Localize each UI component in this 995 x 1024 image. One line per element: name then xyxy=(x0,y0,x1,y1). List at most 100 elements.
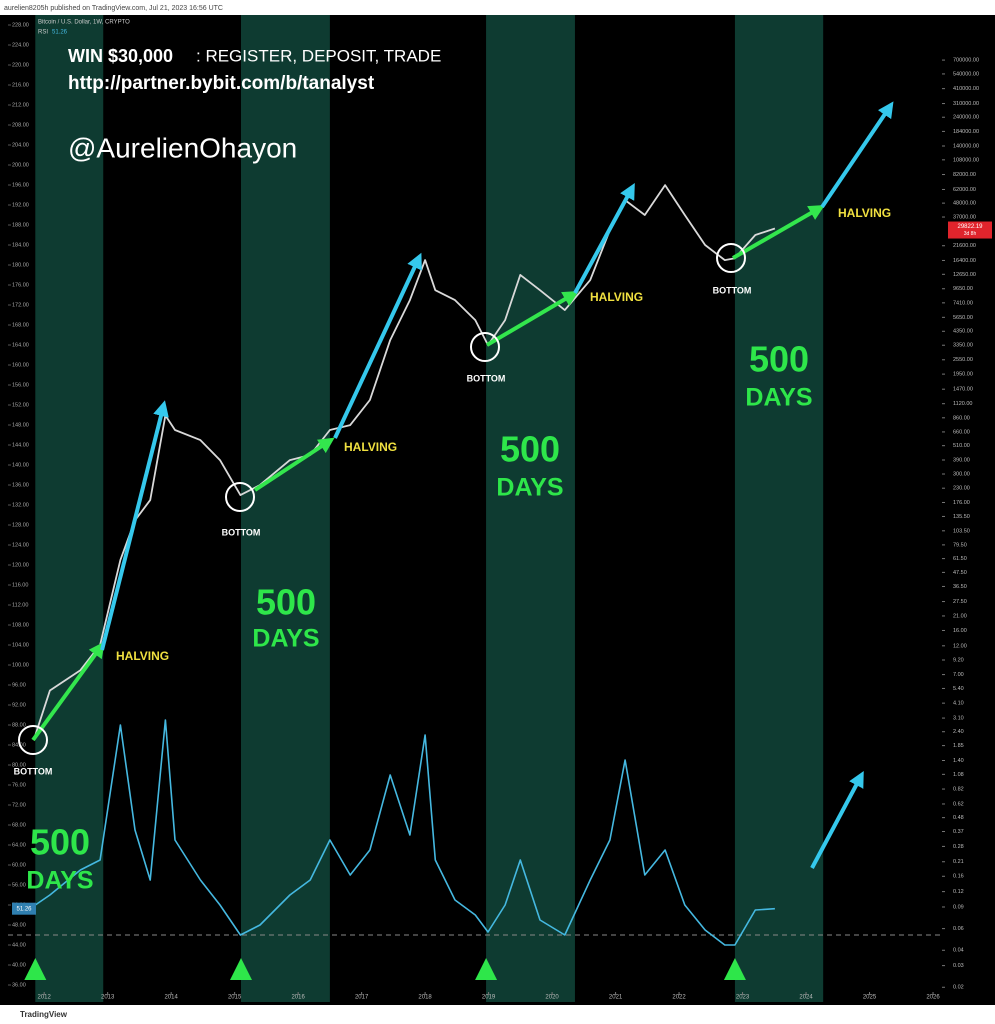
x-tick-label: 2019 xyxy=(482,995,496,1001)
y2-tick-label: 0.02 xyxy=(953,985,964,991)
y-tick-label: 136.00 xyxy=(12,482,29,488)
halving-label: HALVING xyxy=(344,440,397,454)
trend-arrow xyxy=(810,770,864,869)
y2-tick-label: 9.20 xyxy=(953,657,964,663)
y2-tick-label: 0.21 xyxy=(953,859,964,865)
header: aurelien8205h published on TradingView.c… xyxy=(4,5,223,12)
promo-win: WIN $30,000 xyxy=(68,46,173,66)
bottom-label: BOTTOM xyxy=(14,766,53,776)
y2-tick-label: 0.82 xyxy=(953,787,964,793)
price-tag-value: 29822.19 xyxy=(957,224,983,230)
y2-tick-label: 82000.00 xyxy=(953,172,976,178)
trend-arrow xyxy=(253,437,335,492)
bottom-circle xyxy=(18,725,48,755)
halving-label: HALVING xyxy=(590,290,643,304)
y2-tick-label: 0.06 xyxy=(953,926,964,932)
y2-tick-label: 700000.00 xyxy=(953,58,979,64)
y2-tick-label: 108000.00 xyxy=(953,157,979,163)
symbol: Bitcoin / U.S. Dollar, 1W, CRYPTO xyxy=(38,20,130,26)
y2-tick-label: 12650.00 xyxy=(953,272,976,278)
days-number: 500 xyxy=(749,339,809,380)
y-tick-label: 64.00 xyxy=(12,842,26,848)
x-tick-label: 2018 xyxy=(418,995,432,1001)
y-tick-label: 100.00 xyxy=(12,662,29,668)
y-tick-label: 108.00 xyxy=(12,622,29,628)
y2-tick-label: 1950.00 xyxy=(953,372,973,378)
y-tick-label: 216.00 xyxy=(12,82,29,88)
y-tick-label: 76.00 xyxy=(12,782,26,788)
days-number: 500 xyxy=(30,822,90,863)
y-tick-label: 228.00 xyxy=(12,22,29,28)
y2-tick-label: 300.00 xyxy=(953,471,970,477)
trend-arrow xyxy=(31,641,105,742)
y2-tick-label: 62000.00 xyxy=(953,187,976,193)
y2-tick-label: 390.00 xyxy=(953,457,970,463)
y2-tick-label: 16400.00 xyxy=(953,258,976,264)
trend-arrow xyxy=(333,252,422,439)
rsi-tag-value: 51.26 xyxy=(16,906,32,912)
x-tick-label: 2014 xyxy=(164,995,178,1001)
y-tick-label: 88.00 xyxy=(12,722,26,728)
bottom-circle xyxy=(470,332,500,362)
y-tick-label: 156.00 xyxy=(12,382,29,388)
y2-tick-label: 0.28 xyxy=(953,844,964,850)
y2-tick-label: 5650.00 xyxy=(953,315,973,321)
y-tick-label: 152.00 xyxy=(12,402,29,408)
halving-band xyxy=(734,15,824,1002)
y2-tick-label: 0.12 xyxy=(953,889,964,895)
halving-band xyxy=(241,15,330,1002)
x-tick-label: 2022 xyxy=(672,995,686,1001)
y2-tick-label: 3350.00 xyxy=(953,343,973,349)
x-tick-label: 2017 xyxy=(355,995,369,1001)
y2-tick-label: 230.00 xyxy=(953,486,970,492)
y-tick-label: 140.00 xyxy=(12,462,29,468)
days-number: 500 xyxy=(256,582,316,623)
y-tick-label: 172.00 xyxy=(12,302,29,308)
bottom-label: BOTTOM xyxy=(222,527,261,537)
x-tick-label: 2016 xyxy=(291,995,305,1001)
y-tick-label: 92.00 xyxy=(12,702,26,708)
y-tick-label: 48.00 xyxy=(12,922,26,928)
trend-arrow xyxy=(732,205,825,260)
y-tick-label: 120.00 xyxy=(12,562,29,568)
right-axis xyxy=(942,15,995,1005)
promo-handle: @AurelienOhayon xyxy=(68,132,297,163)
y-tick-label: 60.00 xyxy=(12,862,26,868)
y2-tick-label: 1.08 xyxy=(953,772,964,778)
days-label: DAYS xyxy=(26,867,93,895)
y-tick-label: 36.00 xyxy=(12,982,26,988)
halving-label: HALVING xyxy=(116,649,169,663)
x-tick-label: 2013 xyxy=(101,995,115,1001)
days-number: 500 xyxy=(500,429,560,470)
y-tick-label: 124.00 xyxy=(12,542,29,548)
y2-tick-label: 176.00 xyxy=(953,500,970,506)
y-tick-label: 132.00 xyxy=(12,502,29,508)
halving-label: HALVING xyxy=(838,206,891,220)
y2-tick-label: 2.40 xyxy=(953,729,964,735)
x-tick-label: 2024 xyxy=(799,995,813,1001)
x-tick-label: 2023 xyxy=(736,995,750,1001)
y-tick-label: 220.00 xyxy=(12,62,29,68)
y2-tick-label: 540000.00 xyxy=(953,71,979,77)
price-countdown: 3d 8h xyxy=(964,231,977,237)
y-tick-label: 196.00 xyxy=(12,182,29,188)
y-tick-label: 84.00 xyxy=(12,742,26,748)
footer-strip xyxy=(0,1005,995,1024)
y2-tick-label: 16.00 xyxy=(953,628,967,634)
y2-tick-label: 4350.00 xyxy=(953,329,973,335)
bottom-circle xyxy=(716,243,746,273)
y2-tick-label: 27.50 xyxy=(953,599,967,605)
trend-arrow xyxy=(100,400,169,651)
bottom-label: BOTTOM xyxy=(467,373,506,383)
y2-tick-label: 0.04 xyxy=(953,948,964,954)
footer: TradingView xyxy=(20,1010,68,1019)
trend-arrow xyxy=(573,182,635,294)
y2-tick-label: 0.16 xyxy=(953,874,964,880)
trend-arrow xyxy=(485,290,579,347)
y2-tick-label: 135.50 xyxy=(953,514,970,520)
y-tick-label: 56.00 xyxy=(12,882,26,888)
y2-tick-label: 9650.00 xyxy=(953,286,973,292)
y2-tick-label: 7.00 xyxy=(953,672,964,678)
x-tick-label: 2021 xyxy=(609,995,623,1001)
